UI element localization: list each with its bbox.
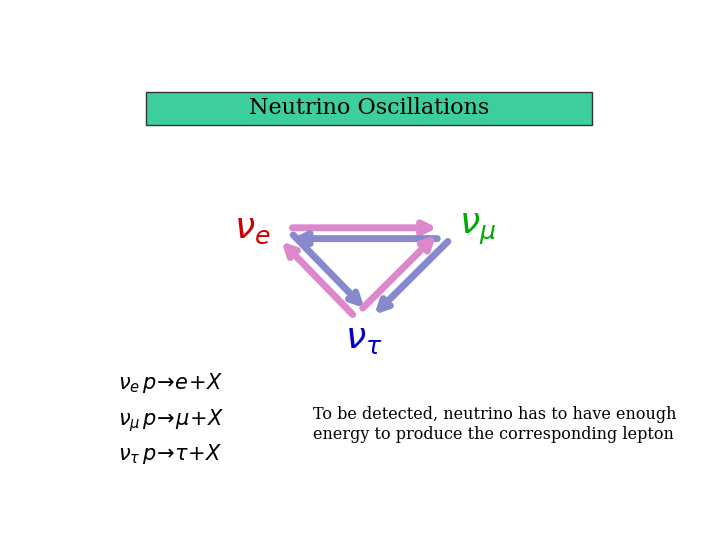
Text: $\nu_\mu$: $\nu_\mu$ bbox=[459, 212, 496, 247]
Text: $\nu_\tau\,p\!\rightarrow\!\tau\!+\!X$: $\nu_\tau\,p\!\rightarrow\!\tau\!+\!X$ bbox=[118, 442, 222, 465]
Text: $\nu_\tau$: $\nu_\tau$ bbox=[345, 322, 382, 356]
FancyBboxPatch shape bbox=[145, 92, 593, 125]
Text: $\nu_e\,p\!\rightarrow\! e\!+\!X$: $\nu_e\,p\!\rightarrow\! e\!+\!X$ bbox=[118, 371, 223, 395]
Text: $\nu_e$: $\nu_e$ bbox=[233, 212, 270, 246]
Text: Neutrino Oscillations: Neutrino Oscillations bbox=[249, 97, 489, 119]
Text: To be detected, neutrino has to have enough
energy to produce the corresponding : To be detected, neutrino has to have eno… bbox=[313, 406, 677, 443]
Text: $\nu_\mu\,p\!\rightarrow\!\mu\!+\!X$: $\nu_\mu\,p\!\rightarrow\!\mu\!+\!X$ bbox=[118, 407, 224, 434]
